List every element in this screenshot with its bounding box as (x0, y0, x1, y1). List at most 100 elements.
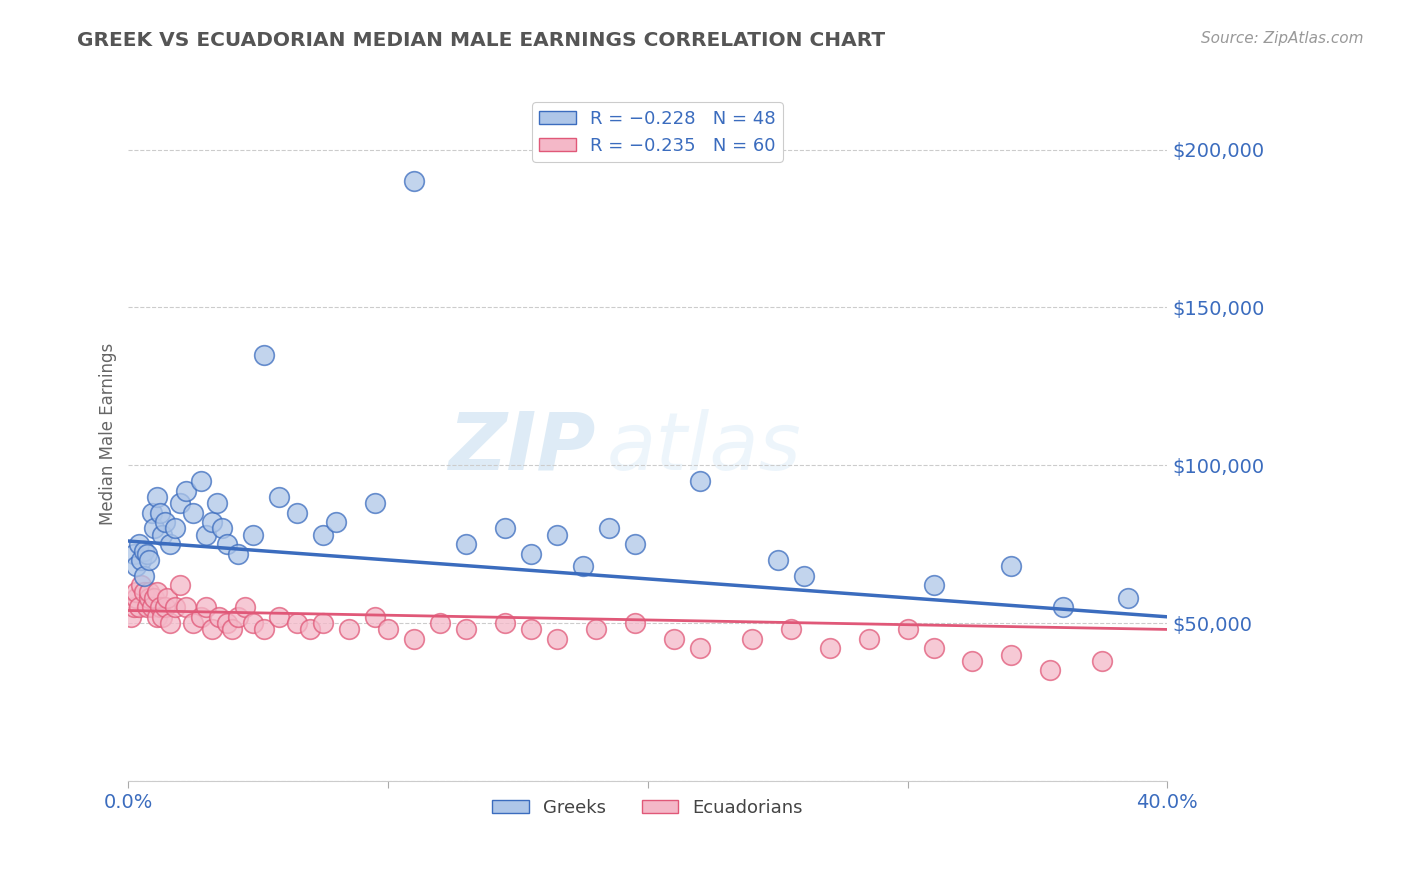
Point (624, 616, 647, 631)
Point (364, 496, 387, 510)
Point (818, 641, 841, 656)
Point (242, 527, 264, 541)
Point (226, 547, 249, 561)
Point (149, 600, 172, 615)
Point (337, 623, 360, 637)
Point (132, 543, 155, 558)
Point (404, 174, 426, 188)
Point (143, 591, 166, 605)
Point (520, 547, 543, 561)
Point (1000, 648, 1022, 662)
Point (217, 537, 239, 551)
Point (689, 641, 711, 656)
Point (169, 578, 191, 592)
Point (252, 623, 274, 637)
Point (200, 515, 222, 529)
Point (252, 348, 274, 362)
Point (150, 609, 173, 624)
Point (183, 506, 205, 520)
Point (211, 521, 233, 535)
Point (285, 506, 308, 520)
Point (546, 527, 568, 541)
Point (131, 578, 153, 592)
Point (922, 641, 945, 656)
Point (267, 609, 290, 624)
Point (141, 600, 163, 615)
Point (226, 609, 249, 624)
Point (242, 616, 264, 631)
Point (312, 527, 335, 541)
Point (285, 616, 308, 631)
Point (689, 474, 711, 488)
Point (858, 632, 880, 646)
Point (217, 616, 239, 631)
Point (138, 553, 160, 567)
Point (572, 559, 595, 574)
Point (1039, 664, 1062, 678)
Point (779, 623, 801, 637)
Point (146, 609, 169, 624)
Point (138, 584, 160, 599)
Point (494, 521, 516, 535)
Point (520, 623, 543, 637)
Point (598, 521, 620, 535)
Point (585, 623, 607, 637)
Point (793, 568, 815, 582)
Point (208, 609, 231, 624)
Point (183, 616, 205, 631)
Point (165, 521, 187, 535)
Point (135, 600, 157, 615)
Point (364, 609, 387, 624)
Point (429, 616, 451, 631)
Point (131, 553, 153, 567)
Point (169, 496, 191, 510)
Point (165, 600, 187, 615)
Point (299, 623, 322, 637)
Point (377, 623, 399, 637)
Text: atlas: atlas (606, 409, 801, 486)
Point (146, 490, 169, 504)
Point (1000, 559, 1022, 574)
Point (138, 591, 160, 605)
Point (125, 591, 148, 605)
Point (122, 600, 145, 615)
Point (962, 654, 984, 668)
Point (221, 623, 243, 637)
Text: GREEK VS ECUADORIAN MEDIAN MALE EARNINGS CORRELATION CHART: GREEK VS ECUADORIAN MEDIAN MALE EARNINGS… (77, 31, 886, 50)
Point (156, 591, 179, 605)
Point (325, 515, 347, 529)
Point (200, 623, 222, 637)
Point (195, 600, 218, 615)
Point (312, 616, 335, 631)
Point (195, 527, 218, 541)
Point (454, 537, 477, 551)
Point (190, 609, 212, 624)
Point (174, 483, 197, 498)
Point (1052, 600, 1074, 615)
Point (662, 632, 685, 646)
Point (159, 616, 181, 631)
Point (128, 600, 150, 615)
Point (174, 600, 197, 615)
Point (190, 474, 212, 488)
Point (233, 600, 256, 615)
Point (922, 578, 945, 592)
Point (141, 506, 163, 520)
Legend: Greeks, Ecuadorians: Greeks, Ecuadorians (485, 791, 810, 824)
Point (1091, 654, 1114, 668)
Point (153, 515, 176, 529)
Point (153, 600, 176, 615)
Point (128, 537, 150, 551)
Point (205, 496, 228, 510)
Point (150, 527, 173, 541)
Point (267, 490, 290, 504)
Point (120, 609, 142, 624)
Point (1116, 591, 1139, 605)
Point (132, 568, 155, 582)
Point (546, 632, 568, 646)
Point (125, 559, 148, 574)
Point (159, 537, 181, 551)
Point (135, 547, 157, 561)
Point (122, 547, 145, 561)
Point (125, 584, 148, 599)
